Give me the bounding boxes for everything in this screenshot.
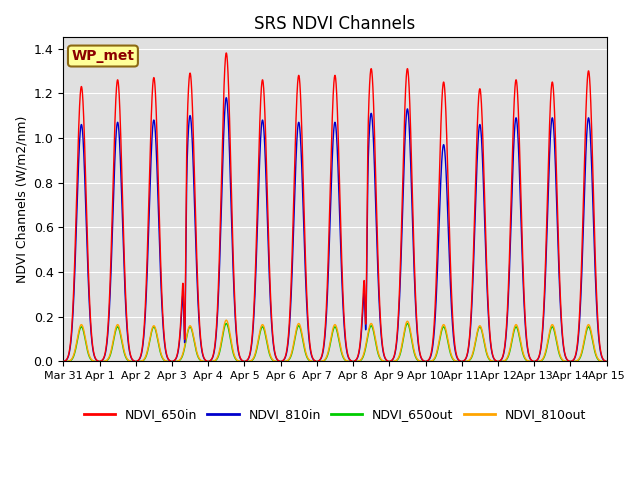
Title: SRS NDVI Channels: SRS NDVI Channels [254,15,415,33]
Y-axis label: NDVI Channels (W/m2/nm): NDVI Channels (W/m2/nm) [15,116,28,283]
Legend: NDVI_650in, NDVI_810in, NDVI_650out, NDVI_810out: NDVI_650in, NDVI_810in, NDVI_650out, NDV… [79,403,591,426]
Text: WP_met: WP_met [72,49,134,63]
